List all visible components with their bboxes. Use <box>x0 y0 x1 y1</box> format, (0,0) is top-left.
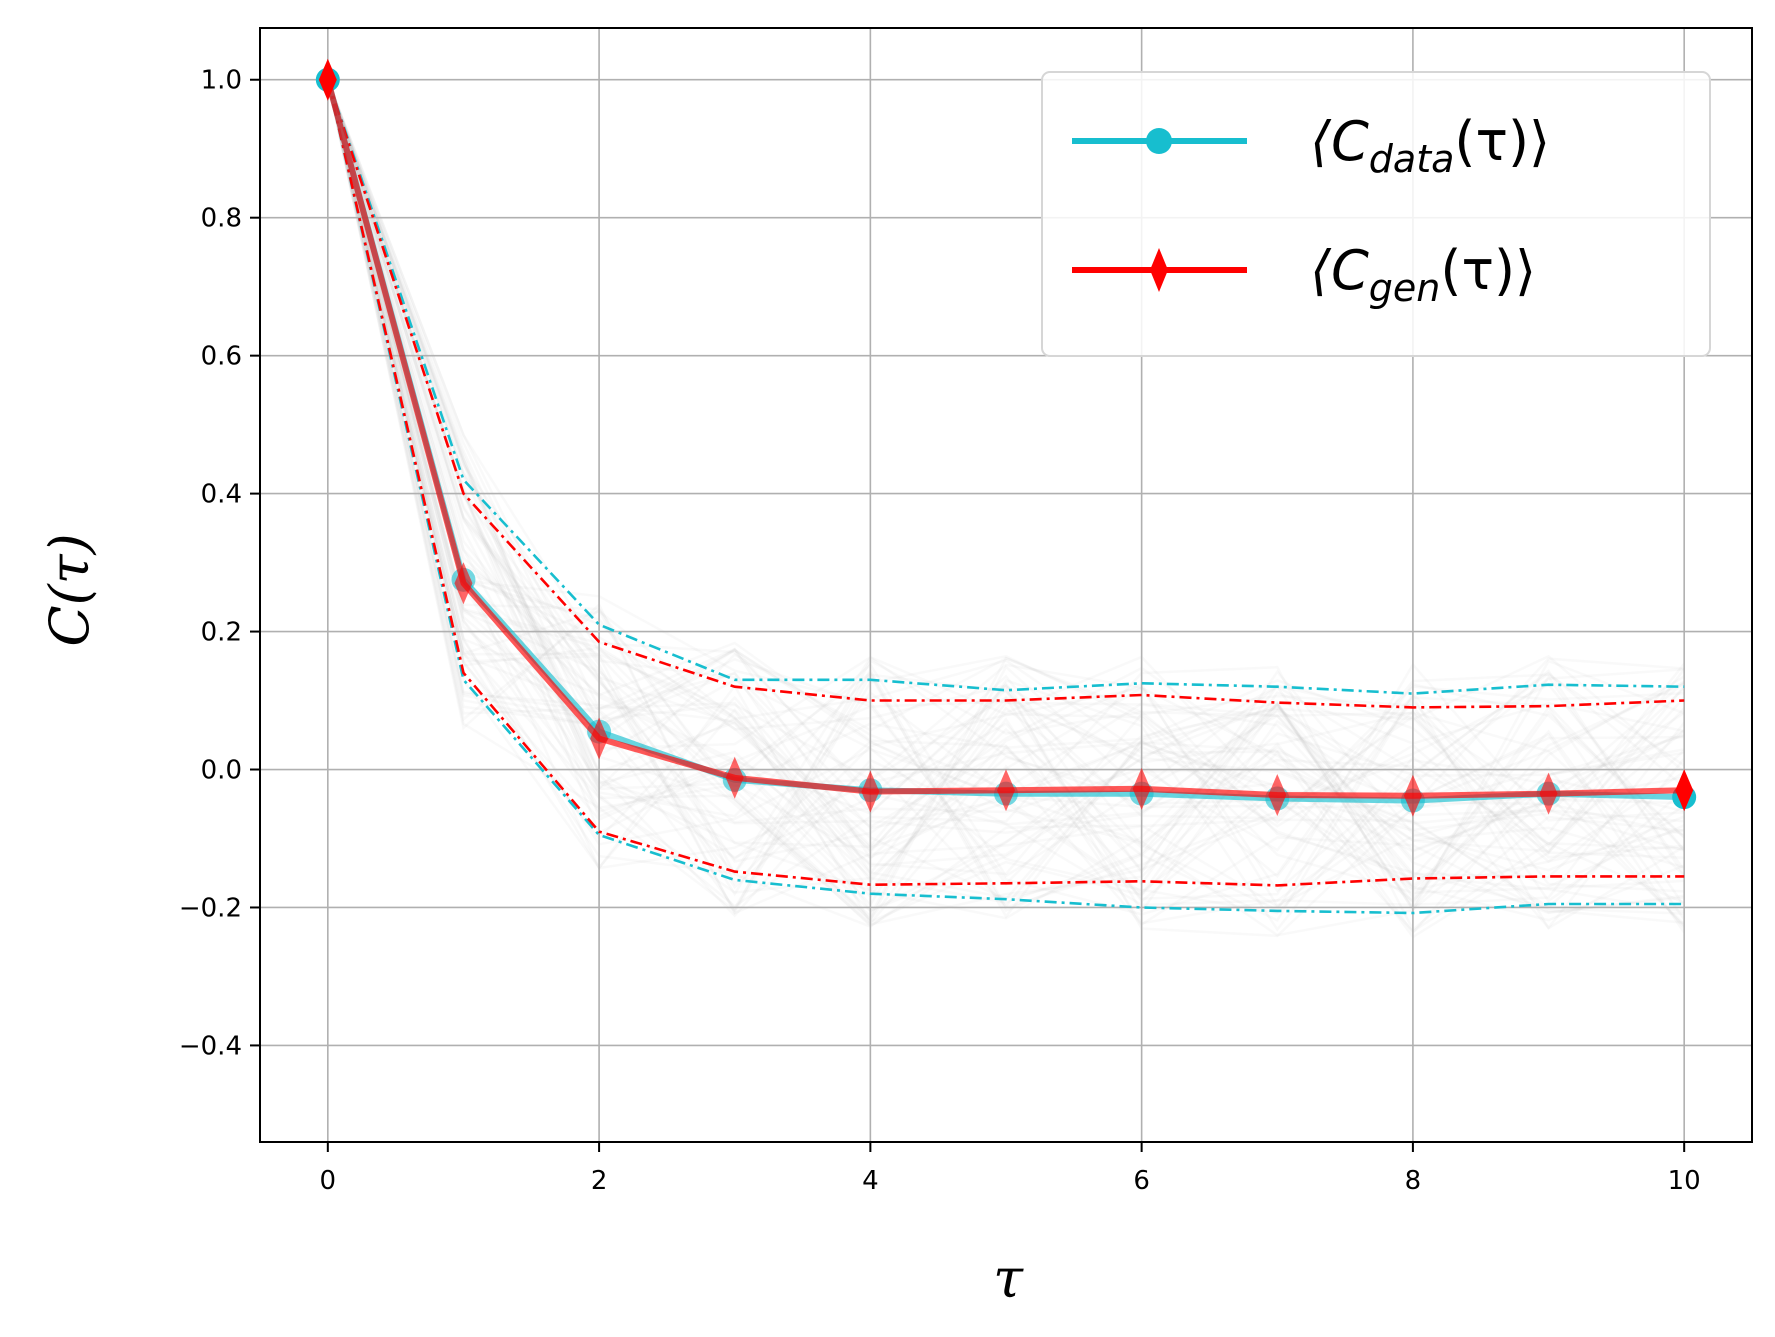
background-trace <box>326 79 1686 871</box>
plot-frame <box>259 27 1753 1143</box>
background-trace <box>326 79 1686 919</box>
background-trace <box>326 79 1685 939</box>
data-point-gen_mean <box>454 562 473 605</box>
background-trace <box>326 79 1686 928</box>
background-trace <box>326 79 1685 914</box>
background-trace <box>326 79 1685 868</box>
series-line-gen_upper <box>326 79 1685 709</box>
legend: ⟨Cdata(τ)⟩ ⟨Cgen(τ)⟩ <box>1041 71 1711 357</box>
background-trace <box>326 79 1686 904</box>
background-trace <box>326 79 1685 922</box>
series-gen_mean <box>318 58 1694 817</box>
legend-label-gen-sub: gen <box>1369 266 1441 310</box>
background-trace <box>326 79 1685 903</box>
series-line-data_lower <box>326 79 1685 915</box>
background-trace <box>326 79 1686 863</box>
background-trace <box>326 79 1685 933</box>
background-trace <box>326 79 1686 878</box>
data-point-gen_mean <box>1675 769 1694 812</box>
background-trace <box>326 79 1686 921</box>
background-trace <box>326 79 1685 924</box>
x-tick-label: 4 <box>862 1166 879 1196</box>
background-trace <box>326 79 1686 932</box>
background-trace <box>326 79 1685 922</box>
background-trace <box>326 79 1685 920</box>
x-axis-label: τ <box>993 1247 1024 1310</box>
y-tick-label: 0.6 <box>201 342 242 372</box>
background-trace <box>326 79 1686 912</box>
data-point-gen_mean <box>861 770 880 813</box>
legend-label-gen-tail: (τ)⟩ <box>1440 239 1536 302</box>
y-tick-label: 0.0 <box>201 756 242 786</box>
legend-box <box>1041 71 1711 357</box>
background-trace <box>326 79 1685 913</box>
background-trace <box>326 79 1685 888</box>
data-point-gen_mean <box>1268 774 1287 817</box>
data-point-gen_mean <box>1132 767 1151 810</box>
x-tick-label: 2 <box>591 1166 608 1196</box>
legend-label-gen: ⟨Cgen(τ)⟩ <box>1310 239 1536 310</box>
y-tick-label: 0.8 <box>201 204 242 234</box>
series-line-gen_lower <box>326 79 1685 887</box>
background-trace <box>326 79 1685 875</box>
legend-label-gen-main: ⟨C <box>1310 239 1369 302</box>
series-line-data_upper <box>326 79 1685 695</box>
y-axis-label: C(τ) <box>38 533 101 646</box>
background-trace <box>326 79 1686 846</box>
legend-label-data: ⟨Cdata(τ)⟩ <box>1310 110 1550 181</box>
data-point-gen_mean <box>590 717 609 760</box>
legend-entry-data: ⟨Cdata(τ)⟩ <box>1072 110 1550 181</box>
x-tick-label: 0 <box>320 1166 337 1196</box>
background-trace <box>326 79 1686 918</box>
background-trace <box>326 79 1685 913</box>
background-trace <box>326 79 1685 904</box>
legend-entry-gen: ⟨Cgen(τ)⟩ <box>1072 239 1536 310</box>
legend-label-data-sub: data <box>1369 137 1455 181</box>
y-tick-label: −0.4 <box>179 1031 242 1061</box>
data-point-gen_mean <box>997 769 1015 812</box>
background-trace <box>326 79 1686 938</box>
y-tick-label: 0.2 <box>201 618 242 648</box>
background-trace <box>326 79 1685 899</box>
x-tick-label: 6 <box>1133 1166 1150 1196</box>
background-trace <box>326 79 1685 919</box>
background-trace <box>326 79 1685 930</box>
background-trace <box>326 79 1686 926</box>
y-tick-label: −0.2 <box>179 893 242 923</box>
background-trace <box>326 79 1685 886</box>
legend-label-data-main: ⟨C <box>1310 110 1369 173</box>
background-trace <box>326 79 1685 915</box>
legend-marker-gen <box>1150 248 1168 292</box>
background-trace <box>326 79 1686 893</box>
background-trace <box>326 79 1686 913</box>
background-trace <box>326 79 1685 922</box>
series-layer <box>315 58 1697 915</box>
background-trace <box>326 79 1685 929</box>
background-trace <box>326 79 1685 927</box>
data-point-gen_mean <box>318 58 337 101</box>
legend-marker-data <box>1146 128 1172 154</box>
background-trace <box>326 79 1685 909</box>
x-axis-ticks: 0 2 4 6 8 10 <box>320 1142 1701 1196</box>
background-trace <box>326 79 1686 930</box>
background-trace <box>326 79 1685 903</box>
x-tick-label: 10 <box>1668 1166 1701 1196</box>
legend-label-data-tail: (τ)⟩ <box>1454 110 1550 173</box>
background-trace <box>326 79 1686 916</box>
background-trace <box>326 79 1685 915</box>
data-point-gen_mean <box>725 756 744 799</box>
background-trace <box>326 79 1685 935</box>
background-trace <box>326 79 1685 852</box>
x-tick-label: 8 <box>1405 1166 1422 1196</box>
y-tick-label: 1.0 <box>201 66 242 96</box>
y-tick-label: 0.4 <box>201 480 242 510</box>
y-axis-ticks: −0.4 −0.2 0.0 0.2 0.4 0.6 0.8 1.0 <box>179 66 260 1061</box>
background-trace <box>326 79 1686 886</box>
data-point-gen_mean <box>1539 772 1558 815</box>
data-point-gen_mean <box>1403 774 1422 817</box>
background-trace <box>326 79 1685 925</box>
background-trace <box>326 79 1685 870</box>
background-trace <box>326 79 1685 915</box>
